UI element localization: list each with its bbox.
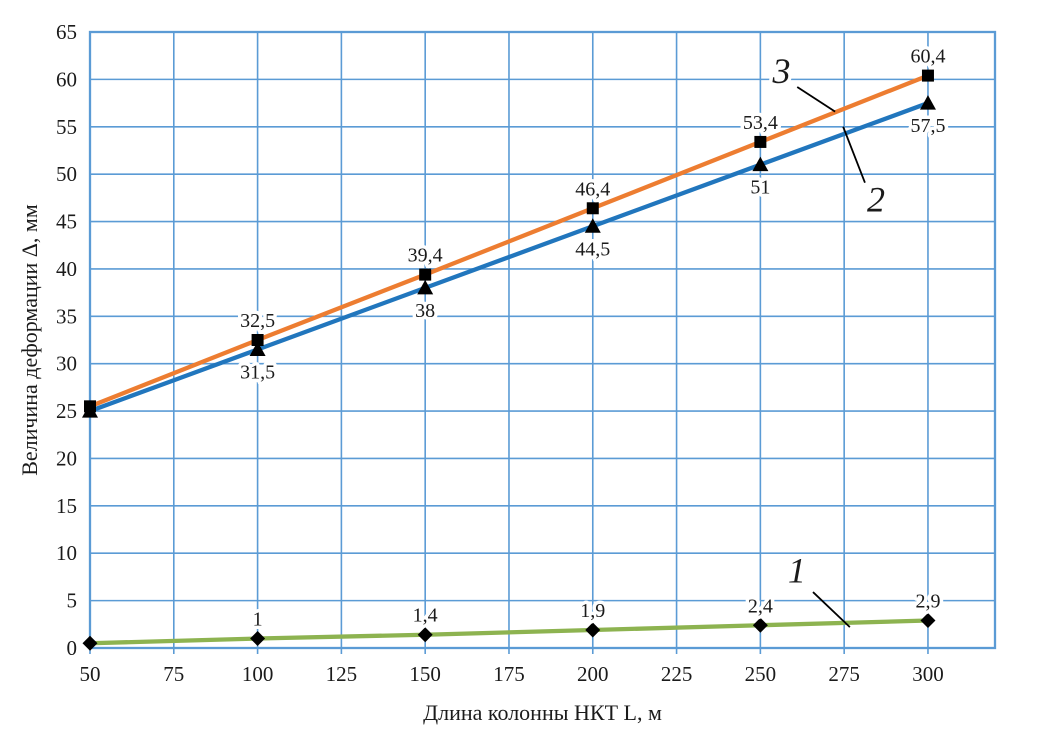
marker-diamond	[920, 613, 936, 629]
y-tick-label: 30	[56, 352, 77, 376]
y-tick-label: 10	[56, 541, 77, 565]
x-tick-label: 225	[661, 662, 693, 686]
data-label: 2,4	[748, 595, 773, 617]
marker-diamond	[752, 617, 768, 633]
y-tick-label: 50	[56, 162, 77, 186]
data-label: 38	[415, 300, 435, 322]
data-label: 1,9	[580, 600, 605, 622]
series-callout-label: 2	[867, 180, 885, 220]
y-tick-label: 65	[56, 20, 77, 44]
x-tick-label: 75	[163, 662, 184, 686]
x-tick-label: 175	[493, 662, 525, 686]
marker-diamond	[417, 627, 433, 643]
data-label: 32,5	[240, 310, 275, 332]
data-label: 60,4	[910, 46, 945, 68]
x-tick-label: 250	[745, 662, 777, 686]
marker-square	[419, 268, 432, 281]
y-tick-label: 40	[56, 257, 77, 281]
marker-diamond	[250, 631, 266, 647]
data-label: 44,5	[575, 238, 610, 260]
marker-square	[921, 69, 934, 82]
marker-diamond	[585, 622, 601, 638]
x-tick-label: 125	[326, 662, 358, 686]
series-line-2	[87, 100, 931, 414]
y-tick-label: 20	[56, 446, 77, 470]
marker-triangle	[82, 403, 98, 418]
x-tick-label: 200	[577, 662, 609, 686]
y-tick-label: 15	[56, 494, 77, 518]
data-label: 46,4	[575, 178, 610, 200]
y-tick-label: 25	[56, 399, 77, 423]
marker-diamond	[82, 635, 98, 651]
x-tick-label: 100	[242, 662, 274, 686]
data-label: 51	[750, 177, 770, 199]
data-label: 53,4	[743, 112, 778, 134]
x-tick-label: 275	[828, 662, 860, 686]
x-tick-label: 150	[409, 662, 441, 686]
data-label: 39,4	[408, 245, 443, 267]
data-label: 1,4	[413, 605, 438, 627]
y-tick-label: 55	[56, 115, 77, 139]
x-tick-label: 50	[80, 662, 101, 686]
series-line-3	[87, 73, 931, 409]
y-tick-label: 0	[67, 636, 78, 660]
series-callout-label: 3	[771, 51, 790, 91]
marker-triangle	[919, 95, 936, 110]
marker-triangle	[417, 279, 434, 295]
data-label: 1	[253, 609, 263, 631]
marker-square	[251, 334, 264, 346]
y-tick-label: 60	[56, 67, 77, 91]
x-tick-label: 300	[912, 662, 944, 686]
marker-triangle	[249, 341, 266, 356]
callout-leader-line	[842, 126, 866, 184]
y-tick-label: 45	[56, 210, 77, 234]
plot-border	[88, 30, 997, 650]
data-label: 57,5	[910, 115, 945, 137]
x-axis-title: Длина колонны НКТ L, м	[423, 700, 662, 725]
marker-square	[586, 202, 599, 215]
y-tick-label: 35	[56, 304, 77, 328]
callout-leader-line	[796, 86, 836, 113]
callout-leader-line	[812, 591, 851, 628]
marker-square	[754, 135, 767, 148]
marker-triangle	[584, 218, 601, 233]
series-callout-label: 1	[788, 550, 806, 590]
series-line-1	[87, 618, 931, 646]
data-label: 31,5	[240, 361, 275, 383]
marker-triangle	[752, 156, 769, 172]
y-tick-label: 5	[67, 589, 78, 613]
data-label: 2,9	[915, 591, 940, 613]
y-axis-title: Величина деформации Δ, мм	[17, 204, 42, 476]
